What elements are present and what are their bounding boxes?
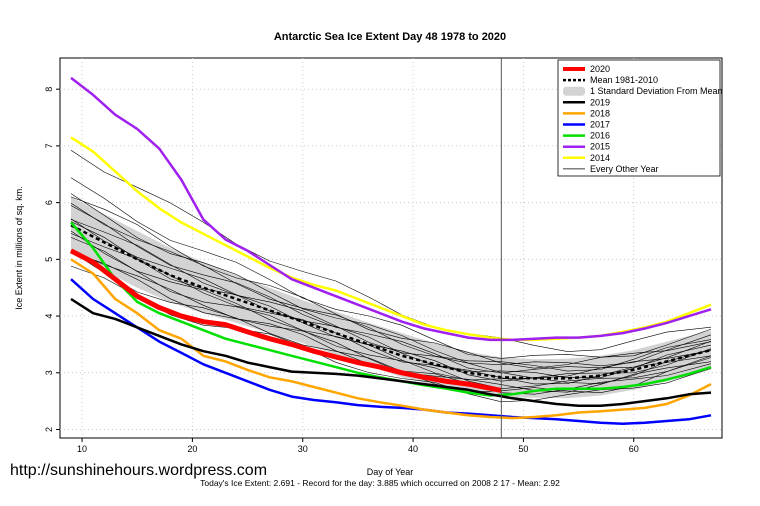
y-tick-label: 8 [44, 87, 54, 92]
mean-line [70, 224, 712, 380]
legend-label: 2018 [590, 108, 610, 118]
series-line-2020 [69, 248, 502, 393]
x-tick-label: 40 [408, 444, 418, 454]
legend-label: 2019 [590, 97, 610, 107]
legend-label: Every Other Year [590, 164, 659, 174]
every-other-year-line [70, 233, 712, 385]
legend-label: 2020 [590, 64, 610, 74]
legend-swatch-band [563, 86, 585, 96]
x-axis: 10 20 30 40 50 60 [77, 438, 639, 454]
legend-label: 2014 [590, 153, 610, 163]
every-other-year-line [70, 250, 712, 394]
plot-border [59, 57, 723, 439]
y-tick-label: 2 [44, 427, 54, 432]
every-other-year-line [70, 237, 712, 389]
chart-title: Antarctic Sea Ice Extent Day 48 1978 to … [274, 31, 506, 43]
y-tick-label: 6 [44, 200, 54, 205]
series-line-2015 [70, 76, 712, 342]
y-tick-label: 5 [44, 257, 54, 262]
every-other-year-line [70, 149, 712, 352]
legend-label: 1 Standard Deviation From Mean [590, 86, 723, 96]
every-other-year-line [70, 193, 712, 367]
every-other-year-line [70, 205, 712, 374]
x-tick-label: 20 [187, 444, 197, 454]
x-tick-label: 60 [629, 444, 639, 454]
legend-label: 2017 [590, 120, 610, 130]
every-other-year-line [70, 202, 712, 372]
x-tick-label: 50 [518, 444, 528, 454]
every-other-year-line [70, 196, 712, 369]
series-line-2019 [70, 297, 712, 407]
mean-1981-2010-line [70, 224, 712, 380]
series-lines [69, 76, 712, 426]
y-tick-label: 4 [44, 314, 54, 319]
y-axis-label: Ice Extent in millions of sq. km. [14, 186, 24, 310]
y-tick-label: 3 [44, 370, 54, 375]
legend-label: Mean 1981-2010 [590, 75, 658, 85]
every-other-year-line [70, 219, 712, 379]
y-tick-label: 7 [44, 143, 54, 148]
plot-area [59, 57, 723, 439]
every-other-year-lines [70, 149, 712, 403]
y-axis: 2 3 4 5 6 7 8 [44, 87, 60, 432]
series-line-2018 [70, 258, 712, 420]
x-tick-label: 30 [298, 444, 308, 454]
every-other-year-line [70, 249, 712, 393]
x-axis-label: Day of Year [367, 467, 414, 477]
legend-label: 2016 [590, 131, 610, 141]
every-other-year-line [70, 218, 712, 379]
series-line-2017 [70, 278, 712, 426]
legend-label: 2015 [590, 142, 610, 152]
every-other-year-line [70, 177, 712, 359]
x-tick-label: 10 [77, 444, 87, 454]
summary-text: Today's Ice Extent: 2.691 - Record for t… [200, 478, 560, 488]
watermark-url: http://sunshinehours.wordpress.com [10, 462, 268, 479]
